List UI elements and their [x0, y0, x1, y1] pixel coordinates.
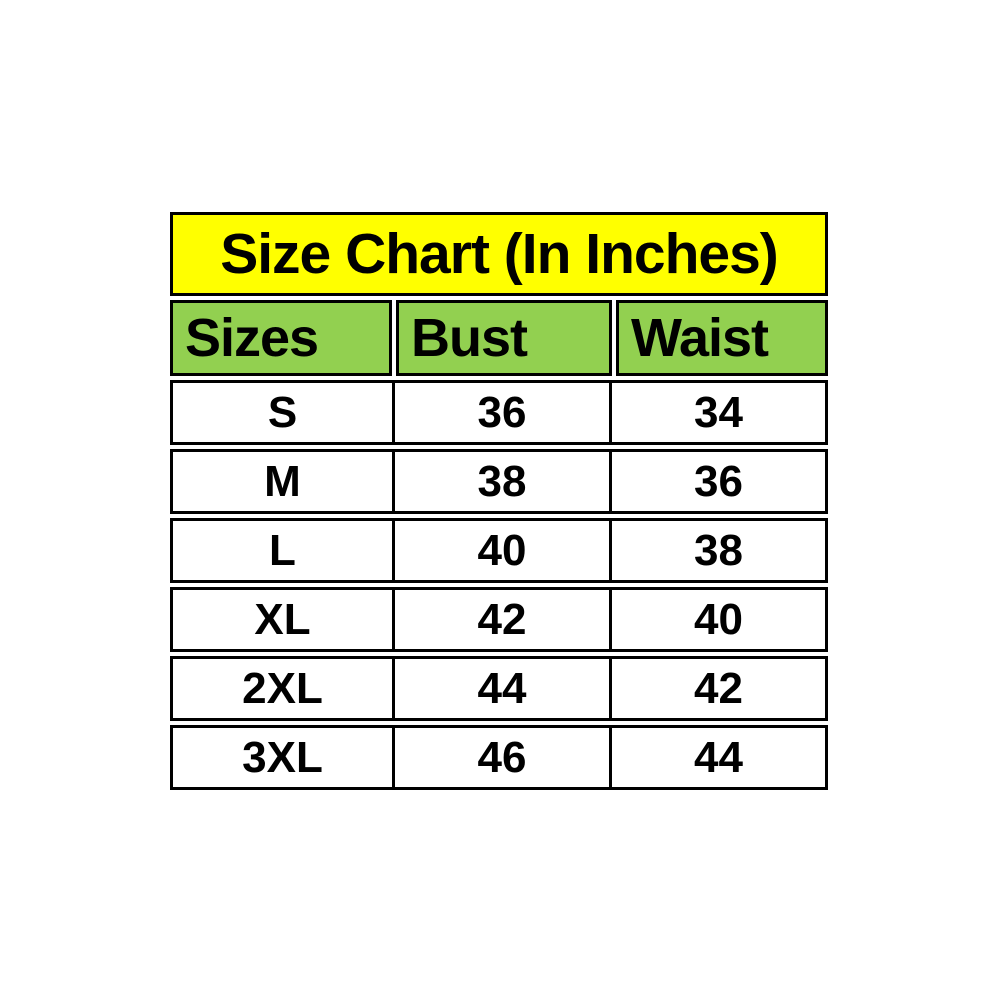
cell-size: 2XL: [242, 663, 323, 713]
table-row: 3XL 46 44: [170, 725, 828, 790]
table-row: S 36 34: [170, 380, 828, 445]
cell-waist: 36: [609, 452, 825, 511]
cell-size: S: [267, 387, 298, 437]
cell-waist: 42: [609, 659, 825, 718]
cell-bust: 44: [392, 659, 609, 718]
table-row: 2XL 44 42: [170, 656, 828, 721]
table-body: S 36 34 M 38 36 L 40 38 XL 42 40 2XL 44 42 3XL 46 44: [170, 380, 828, 790]
cell-bust: 36: [392, 383, 609, 442]
cell-waist: 44: [609, 728, 825, 787]
cell-bust: 46: [392, 728, 609, 787]
cell-size: 3XL: [242, 732, 323, 782]
cell-waist: 38: [609, 521, 825, 580]
cell-size: M: [264, 456, 301, 506]
cell-waist: 34: [609, 383, 825, 442]
table-row: XL 42 40: [170, 587, 828, 652]
cell-waist: 40: [609, 590, 825, 649]
column-header-sizes: Sizes: [170, 300, 392, 376]
cell-size: XL: [254, 594, 311, 644]
column-header-waist: Waist: [616, 300, 828, 376]
column-header-bust: Bust: [396, 300, 612, 376]
cell-bust: 38: [392, 452, 609, 511]
table-row: L 40 38: [170, 518, 828, 583]
cell-size: L: [269, 525, 296, 575]
table-header-row: Sizes Bust Waist: [170, 300, 828, 376]
cell-bust: 42: [392, 590, 609, 649]
size-chart-table: Size Chart (In Inches) Sizes Bust Waist …: [170, 212, 828, 790]
cell-bust: 40: [392, 521, 609, 580]
table-row: M 38 36: [170, 449, 828, 514]
size-chart-title-bar: Size Chart (In Inches): [170, 212, 828, 296]
size-chart-title: Size Chart (In Inches): [220, 222, 779, 286]
